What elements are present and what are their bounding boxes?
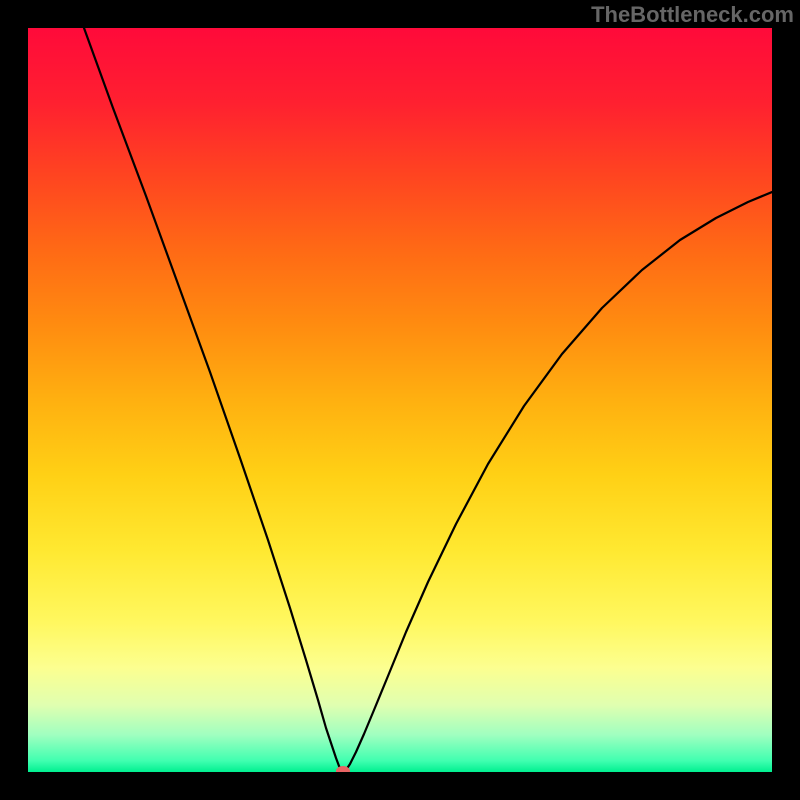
chart-container: TheBottleneck.com	[0, 0, 800, 800]
plot-area	[28, 28, 772, 772]
watermark-text: TheBottleneck.com	[591, 2, 794, 28]
chart-svg	[28, 28, 772, 772]
gradient-background	[28, 28, 772, 772]
